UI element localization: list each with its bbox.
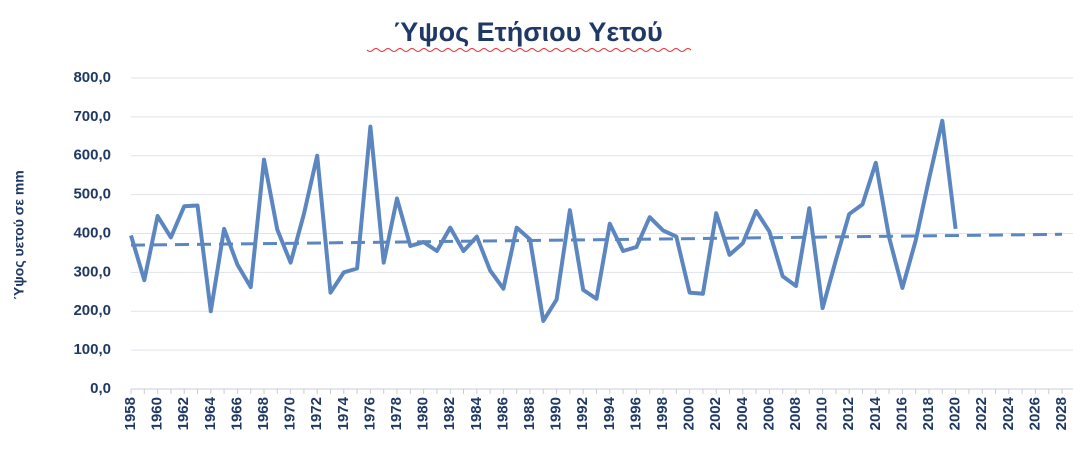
x-tick-label: 2018 — [920, 397, 937, 430]
y-tick-label: 0,0 — [90, 380, 111, 397]
y-axis-label: Ύψος υετού σε mm — [11, 170, 27, 300]
x-tick-label: 2014 — [867, 396, 884, 430]
x-tick-label: 2020 — [947, 397, 964, 430]
x-tick-label: 2004 — [734, 396, 751, 430]
y-tick-label: 300,0 — [73, 263, 111, 280]
y-tick-label: 500,0 — [73, 186, 111, 203]
x-tick-label: 1962 — [175, 397, 192, 430]
x-tick-label: 1972 — [308, 397, 325, 430]
y-tick-label: 700,0 — [73, 108, 111, 125]
y-tick-label: 600,0 — [73, 147, 111, 164]
spellcheck-underline — [366, 48, 692, 52]
x-tick-label: 1970 — [282, 397, 299, 430]
trend-line — [130, 232, 1063, 247]
x-tick-label: 2006 — [760, 397, 777, 430]
x-tick-label: 1988 — [521, 397, 538, 430]
x-tick-label: 1974 — [335, 396, 352, 430]
x-tick-label: 2028 — [1053, 397, 1070, 430]
x-tick-label: 1992 — [574, 397, 591, 430]
x-tick-label: 1976 — [361, 397, 378, 430]
x-tick-label: 1960 — [149, 397, 166, 430]
x-tick-label: 2016 — [893, 397, 910, 430]
y-tick-label: 200,0 — [73, 302, 111, 319]
x-tick-label: 1994 — [601, 396, 618, 430]
x-tick-label: 1998 — [654, 397, 671, 430]
x-tick-label: 1990 — [548, 397, 565, 430]
x-tick-label: 1964 — [202, 396, 219, 430]
chart-title: Ύψος Ετήσιου Υετού — [393, 17, 663, 47]
x-tick-label: 2026 — [1026, 397, 1043, 430]
y-tick-label: 400,0 — [73, 224, 111, 241]
x-tick-label: 1966 — [228, 397, 245, 430]
x-tick-label: 1980 — [415, 397, 432, 430]
y-tick-label: 100,0 — [73, 341, 111, 358]
x-tick-label: 1968 — [255, 397, 272, 430]
x-tick-label: 1996 — [627, 397, 644, 430]
x-tick-label: 2008 — [787, 397, 804, 430]
x-tick-label: 1978 — [388, 397, 405, 430]
x-tick-label: 1958 — [122, 397, 139, 430]
x-tick-label: 2000 — [681, 397, 698, 430]
x-tick-label: 1982 — [441, 397, 458, 430]
x-tick-label: 2010 — [814, 397, 831, 430]
x-tick-label: 2002 — [707, 397, 724, 430]
x-tick-label: 2024 — [1000, 396, 1017, 430]
y-tick-label: 800,0 — [73, 69, 111, 86]
x-tick-label: 2022 — [973, 397, 990, 430]
x-tick-label: 1986 — [494, 397, 511, 430]
data-line — [129, 118, 958, 323]
x-tick-label: 1984 — [468, 396, 485, 430]
x-tick-label: 2012 — [840, 397, 857, 430]
